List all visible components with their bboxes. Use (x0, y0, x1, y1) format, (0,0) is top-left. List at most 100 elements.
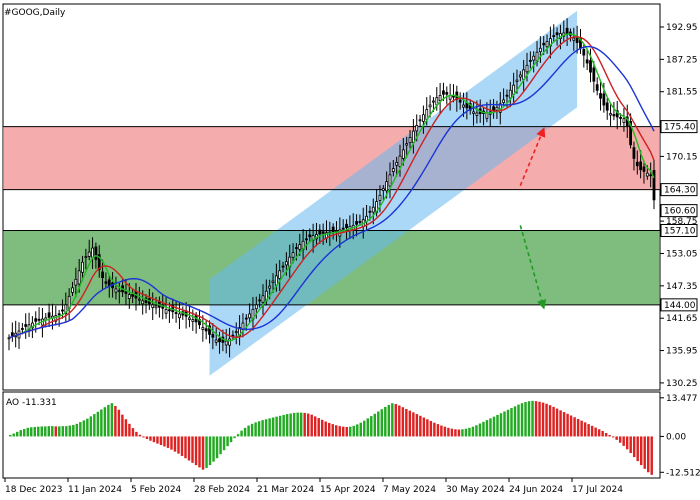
main-price-pane (2, 3, 661, 391)
ao-bar-15 (61, 426, 65, 437)
candle-67 (231, 330, 235, 340)
ao-bar-22 (86, 418, 89, 437)
candle-body (619, 116, 622, 119)
ao-bar-63 (229, 436, 233, 443)
candle-47 (164, 297, 168, 319)
candle-123 (418, 114, 422, 127)
candle-body (107, 279, 111, 287)
ao-bar-49 (180, 436, 184, 456)
ao-bar-59 (215, 436, 219, 459)
candle-51 (178, 302, 181, 330)
ao-bar-153 (545, 403, 548, 437)
candle-body (94, 246, 98, 260)
ao-bar-69 (250, 423, 254, 437)
price-tick-label: 158.75 (666, 217, 698, 227)
price-tick-label: 192.95 (666, 23, 698, 33)
ao-bar-62 (226, 436, 229, 447)
candle-body (151, 304, 155, 308)
ao-indicator-pane (2, 391, 661, 479)
candle-body (438, 94, 442, 101)
candle-body (308, 234, 312, 238)
ao-bar-171 (608, 435, 611, 437)
candle-32 (114, 276, 118, 300)
candle-body (565, 27, 569, 34)
ao-bar-35 (131, 428, 135, 437)
ao-bar-178 (632, 436, 636, 458)
candle-93 (318, 224, 322, 244)
candle-body (378, 194, 382, 201)
candle-body (408, 136, 412, 144)
candle-body (422, 114, 425, 122)
candle-body (331, 226, 335, 233)
ao-bar-43 (159, 436, 163, 446)
candle-120 (408, 129, 412, 149)
axes: 192.95 187.25 181.55 175.40 170.15 164.30 158.… (4, 23, 700, 495)
candle-body (475, 112, 479, 116)
ao-bar-64 (233, 436, 236, 439)
ao-bar-106 (380, 409, 384, 437)
candle-body (415, 125, 419, 132)
candle-body (131, 293, 135, 297)
ao-bar-157 (559, 410, 562, 437)
date-tick-label: 17 Jul 2024 (572, 485, 623, 495)
candle-body (278, 270, 282, 279)
ao-bar-85 (306, 413, 310, 437)
candle-body (411, 130, 415, 143)
candle-body (542, 42, 546, 46)
candle-body (291, 252, 295, 258)
candle-body (398, 155, 402, 168)
candle-body (271, 280, 275, 283)
ao-bar-133 (475, 425, 478, 437)
ao-bar-181 (643, 436, 646, 469)
candle-body (231, 334, 235, 337)
ao-bar-159 (566, 413, 569, 437)
ao-bar-98 (352, 425, 355, 437)
candle-body (592, 67, 596, 82)
candle-193 (652, 159, 656, 210)
candle-body (371, 206, 375, 213)
candle-body (228, 338, 231, 346)
candle-188 (635, 150, 639, 175)
candle-131 (445, 86, 449, 105)
ao-bar-37 (138, 434, 142, 437)
candle-body (355, 221, 358, 225)
date-tick-label: 15 Apr 2024 (320, 485, 376, 495)
candle-body (281, 265, 285, 268)
ao-bar-134 (478, 423, 482, 437)
candle-body (388, 174, 392, 187)
ao-bar-42 (156, 436, 159, 444)
ao-bar-126 (450, 428, 454, 437)
ao-bar-142 (506, 409, 510, 437)
candle-body (188, 317, 191, 320)
ao-bar-28 (107, 404, 110, 437)
ao-bar-0 (9, 435, 12, 437)
candle-1 (10, 322, 14, 342)
ao-bar-57 (208, 436, 212, 466)
ao-bar-16 (65, 426, 68, 437)
candle-body (77, 270, 81, 285)
ao-bar-167 (594, 427, 597, 437)
candle-body (20, 328, 24, 330)
ao-bar-174 (618, 436, 622, 443)
candle-119 (405, 136, 409, 158)
candle-body (137, 298, 141, 301)
ao-bar-53 (194, 436, 198, 466)
ao-bar-146 (520, 403, 524, 437)
ao-bar-73 (264, 419, 268, 437)
candle-body (418, 119, 422, 122)
candle-186 (629, 113, 633, 149)
candle-37 (131, 288, 135, 304)
candle-5 (24, 313, 28, 339)
candle-body (555, 32, 559, 36)
candle-body (87, 251, 91, 257)
ao-bar-114 (408, 410, 412, 437)
candle-body (218, 338, 221, 343)
ao-bar-110 (394, 404, 398, 437)
price-tag-label-2: 157.10 (664, 226, 696, 236)
candle-145 (492, 99, 495, 119)
candle-114 (388, 162, 392, 199)
candle-body (502, 99, 506, 103)
candle-190 (642, 160, 646, 184)
ao-bar-34 (128, 423, 131, 437)
ao-bar-26 (100, 409, 103, 437)
